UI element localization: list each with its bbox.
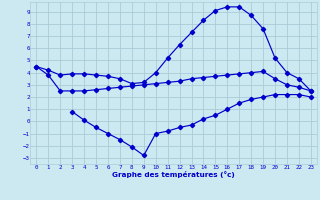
X-axis label: Graphe des températures (°c): Graphe des températures (°c)	[112, 171, 235, 178]
